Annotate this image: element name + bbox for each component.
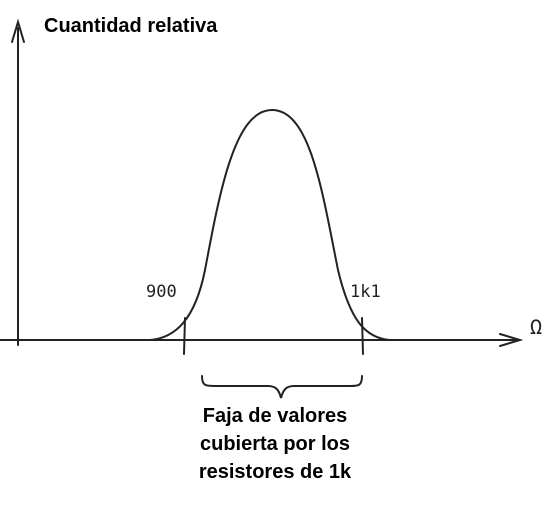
marker-label: 1k1 [350, 282, 381, 302]
x-axis-unit: Ω [530, 315, 542, 339]
range-brace [201, 375, 363, 399]
caption-line: resistores de 1k [199, 461, 352, 483]
y-axis-arrow [11, 18, 25, 43]
marker-line [183, 317, 186, 355]
marker-line [361, 317, 364, 355]
caption-line: cubierta por los [200, 433, 350, 455]
y-axis-label: Cuantidad relativa [44, 15, 218, 37]
marker-label: 900 [146, 282, 177, 302]
distribution-curve [149, 108, 391, 341]
caption-line: Faja de valores [203, 405, 348, 427]
x-axis-arrow [499, 333, 524, 347]
